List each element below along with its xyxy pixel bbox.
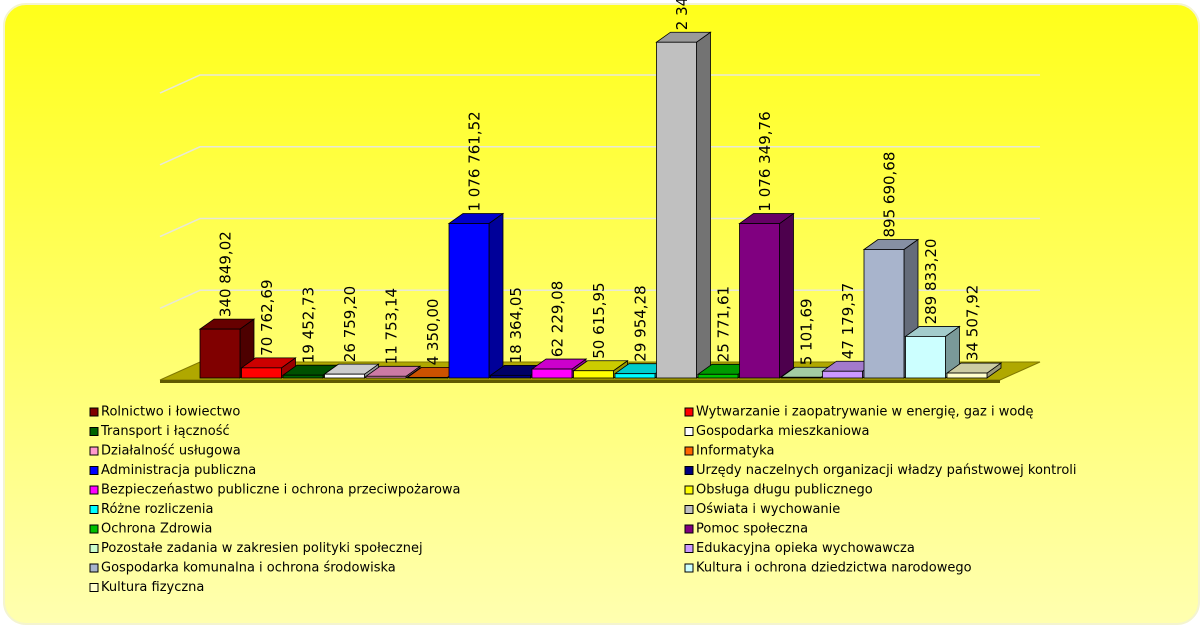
legend-label: Transport i łączność <box>100 424 230 439</box>
legend-label: Różne rozliczenia <box>101 502 213 517</box>
legend-label: Administracja publiczna <box>101 463 256 478</box>
bar <box>531 368 573 379</box>
value-label: 895 690,68 <box>881 152 899 238</box>
value-label: 25 771,61 <box>715 286 733 362</box>
legend-label: Pozostałe zadania w zakresien polityki s… <box>101 541 423 556</box>
value-label: 70 762,69 <box>258 280 276 356</box>
legend-label: Rolnictwo i łowiectwo <box>101 405 240 420</box>
bar <box>448 223 490 379</box>
bar <box>573 370 614 379</box>
value-label: 4 350,00 <box>424 299 442 366</box>
legend-label: Informatyka <box>696 444 774 459</box>
bar <box>656 41 697 379</box>
legend-label: Edukacyjna opieka wychowawcza <box>696 541 915 556</box>
bar-side <box>488 212 504 379</box>
legend-swatch <box>89 583 99 592</box>
legend-swatch <box>89 446 99 456</box>
value-label: 5 101,69 <box>798 298 816 365</box>
legend-swatch <box>684 427 694 436</box>
legend-swatch <box>89 524 99 534</box>
grid-line <box>159 146 1040 166</box>
legend-label: Pomoc społeczna <box>696 522 808 537</box>
value-label: 29 954,28 <box>632 285 650 361</box>
legend-label: Gospodarka komunalna i ochrona środowisk… <box>101 561 396 576</box>
value-label: 19 452,73 <box>300 287 318 363</box>
bar <box>614 373 656 379</box>
floor-edge <box>160 380 1000 383</box>
legend-swatch <box>89 485 99 495</box>
value-label: 2 340 244,13 <box>673 0 691 30</box>
bar <box>324 373 365 379</box>
legend-label: Wytwarzanie i zaopatrywanie w energię, g… <box>696 405 1034 420</box>
legend-swatch <box>684 485 694 495</box>
bar <box>863 249 905 379</box>
bar <box>407 376 448 379</box>
value-label: 26 759,20 <box>341 286 359 362</box>
value-label: 289 833,20 <box>922 239 940 325</box>
bar <box>780 376 822 379</box>
legend-label: Obsługa długu publicznego <box>696 483 873 498</box>
legend-swatch <box>89 544 99 553</box>
legend-label: Kultura i ochrona dziedzictwa narodowego <box>696 561 972 576</box>
bar <box>199 328 241 379</box>
legend-swatch <box>89 427 99 436</box>
legend-label: Kultura fizyczna <box>101 580 204 595</box>
value-label: 18 364,05 <box>507 287 525 363</box>
legend-swatch <box>684 563 694 573</box>
legend-label: Bezpieczeńastwo publiczne i ochrona prze… <box>101 483 461 498</box>
legend-swatch <box>684 544 694 553</box>
value-label: 1 076 761,52 <box>466 111 484 211</box>
value-label: 50 615,95 <box>590 282 608 358</box>
bar <box>490 374 531 379</box>
value-label: 1 076 349,76 <box>756 111 774 211</box>
bar <box>905 336 946 379</box>
legend-swatch <box>89 407 99 417</box>
value-label: 34 507,92 <box>964 285 982 361</box>
legend-swatch <box>684 446 694 456</box>
legend-label: Gospodarka mieszkaniowa <box>696 424 870 439</box>
legend-swatch <box>684 505 694 514</box>
legend-label: Działalność usługowa <box>101 444 241 459</box>
value-label: 11 753,14 <box>383 288 401 364</box>
legend-swatch <box>684 466 694 475</box>
background <box>3 3 1200 625</box>
legend-swatch <box>684 407 694 417</box>
bar <box>946 372 988 379</box>
legend-label: Oświata i wychowanie <box>696 502 840 517</box>
value-label: 62 229,08 <box>549 281 567 357</box>
value-label: 47 179,37 <box>839 283 857 359</box>
bar <box>365 375 407 379</box>
bar <box>241 367 282 379</box>
legend-swatch <box>684 524 694 534</box>
value-label: 340 849,02 <box>217 231 235 317</box>
bar-side <box>779 212 794 379</box>
bar-side <box>696 31 711 379</box>
bar <box>822 370 863 379</box>
bar <box>739 223 780 379</box>
legend-swatch <box>89 563 99 573</box>
grid-line <box>159 74 1040 94</box>
legend-swatch <box>89 466 99 475</box>
legend-label: Urzędy naczelnych organizacji władzy pań… <box>696 463 1077 478</box>
legend-swatch <box>89 505 99 514</box>
bar <box>282 374 324 379</box>
legend-label: Ochrona Zdrowia <box>101 522 212 537</box>
bar <box>697 373 739 379</box>
